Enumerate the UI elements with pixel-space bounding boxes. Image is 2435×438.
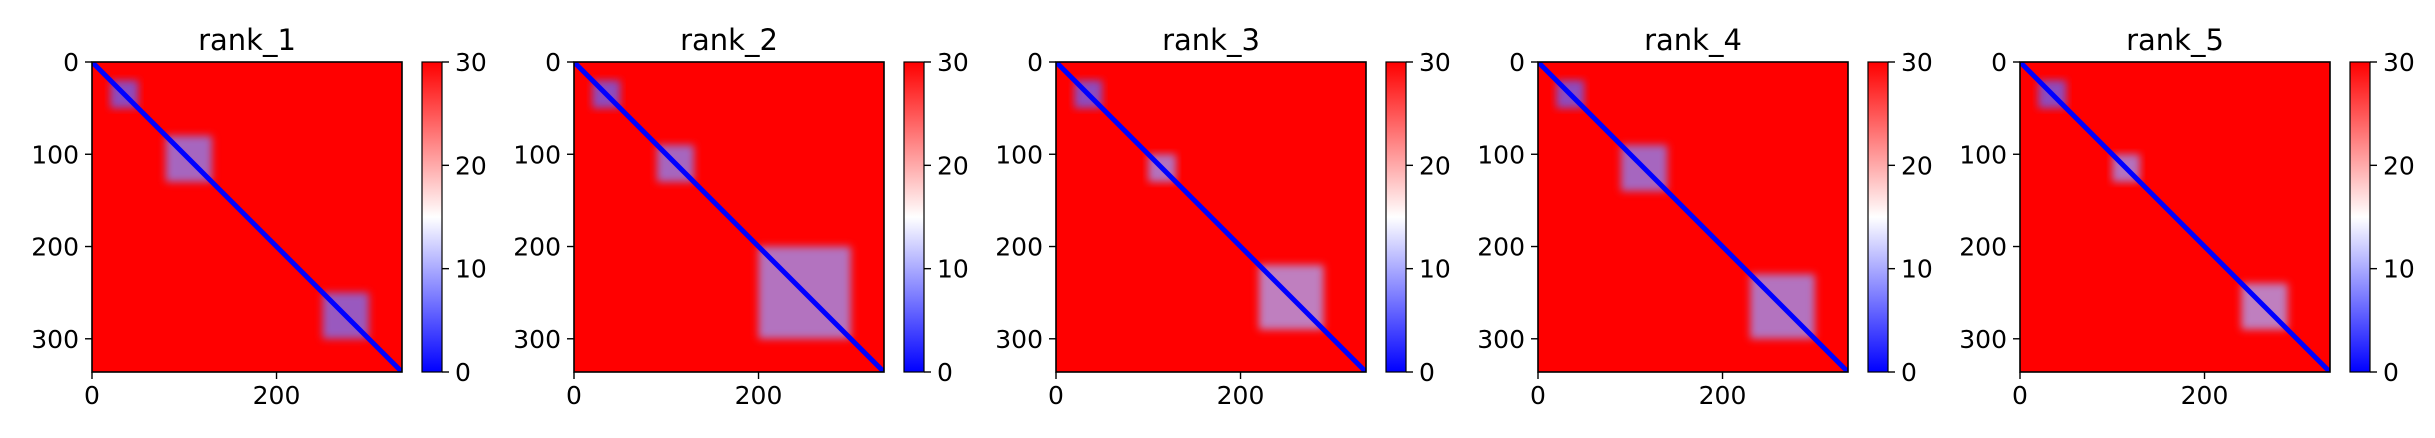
y-tick-label: 100 <box>513 140 561 169</box>
colorbar-tick-label: 20 <box>1419 151 1451 180</box>
y-tick-label: 100 <box>1959 140 2007 169</box>
colorbar-tick-label: 10 <box>455 255 487 284</box>
x-tick-label: 0 <box>84 381 100 410</box>
y-tick-label: 200 <box>1477 233 1525 262</box>
colorbar-tick-label: 20 <box>1901 151 1933 180</box>
y-tick-label: 300 <box>513 325 561 354</box>
subplot-title: rank_1 <box>198 23 296 57</box>
x-tick-label: 0 <box>2012 381 2028 410</box>
colorbar <box>1867 61 1889 373</box>
heatmap-diagonal <box>1056 62 1366 372</box>
heatmap-diagonal <box>574 62 884 372</box>
heatmap <box>1538 62 1848 372</box>
y-tick-label: 0 <box>1027 48 1043 77</box>
y-tick-label: 200 <box>1959 233 2007 262</box>
colorbar-tick-label: 20 <box>455 151 487 180</box>
x-tick-label: 200 <box>735 381 783 410</box>
colorbar-tick-label: 10 <box>2383 255 2415 284</box>
y-tick-label: 200 <box>995 233 1043 262</box>
colorbar-tick-label: 10 <box>937 255 969 284</box>
subplot-title: rank_2 <box>680 23 778 57</box>
colorbar-tick-label: 0 <box>455 358 471 387</box>
x-tick-label: 200 <box>1699 381 1747 410</box>
y-tick-label: 0 <box>545 48 561 77</box>
subplot-title: rank_4 <box>1644 23 1742 57</box>
heatmap <box>92 62 402 372</box>
axes-frame <box>1537 61 1849 373</box>
subplot-title: rank_3 <box>1162 23 1260 57</box>
y-tick-label: 100 <box>31 140 79 169</box>
axes-frame <box>573 61 885 373</box>
colorbar-tick-label: 0 <box>2383 358 2399 387</box>
heatmap-diagonal <box>2020 62 2330 372</box>
colorbar <box>903 61 925 373</box>
y-tick-label: 0 <box>63 48 79 77</box>
heatmap-diagonal <box>1538 62 1848 372</box>
y-tick-label: 0 <box>1991 48 2007 77</box>
x-tick-label: 0 <box>566 381 582 410</box>
colorbar-tick-label: 0 <box>1901 358 1917 387</box>
subplot-title: rank_5 <box>2126 23 2224 57</box>
colorbar-tick-label: 30 <box>2383 48 2415 77</box>
colorbar-tick-label: 20 <box>2383 151 2415 180</box>
colorbar-tick-label: 20 <box>937 151 969 180</box>
y-tick-label: 0 <box>1509 48 1525 77</box>
x-tick-label: 0 <box>1530 381 1546 410</box>
y-tick-label: 300 <box>1959 325 2007 354</box>
colorbar-tick-label: 30 <box>937 48 969 77</box>
colorbar-tick-label: 10 <box>1901 255 1933 284</box>
heatmap <box>1056 62 1366 372</box>
y-tick-label: 200 <box>513 233 561 262</box>
y-tick-label: 300 <box>995 325 1043 354</box>
y-tick-label: 100 <box>995 140 1043 169</box>
x-tick-label: 200 <box>253 381 301 410</box>
colorbar-tick-label: 30 <box>455 48 487 77</box>
heatmap <box>574 62 884 372</box>
colorbar-tick-label: 10 <box>1419 255 1451 284</box>
colorbar-tick-label: 30 <box>1419 48 1451 77</box>
x-tick-label: 0 <box>1048 381 1064 410</box>
colorbar-tick-label: 0 <box>1419 358 1435 387</box>
colorbar <box>421 61 443 373</box>
axes-frame <box>1055 61 1367 373</box>
colorbar <box>2349 61 2371 373</box>
x-tick-label: 200 <box>2181 381 2229 410</box>
axes-frame <box>91 61 403 373</box>
y-tick-label: 300 <box>1477 325 1525 354</box>
colorbar-tick-label: 0 <box>937 358 953 387</box>
heatmap-diagonal <box>92 62 402 372</box>
x-tick-label: 200 <box>1217 381 1265 410</box>
y-tick-label: 300 <box>31 325 79 354</box>
colorbar-tick-label: 30 <box>1901 48 1933 77</box>
axes-frame <box>2019 61 2331 373</box>
heatmap <box>2020 62 2330 372</box>
y-tick-label: 200 <box>31 233 79 262</box>
y-tick-label: 100 <box>1477 140 1525 169</box>
colorbar <box>1385 61 1407 373</box>
